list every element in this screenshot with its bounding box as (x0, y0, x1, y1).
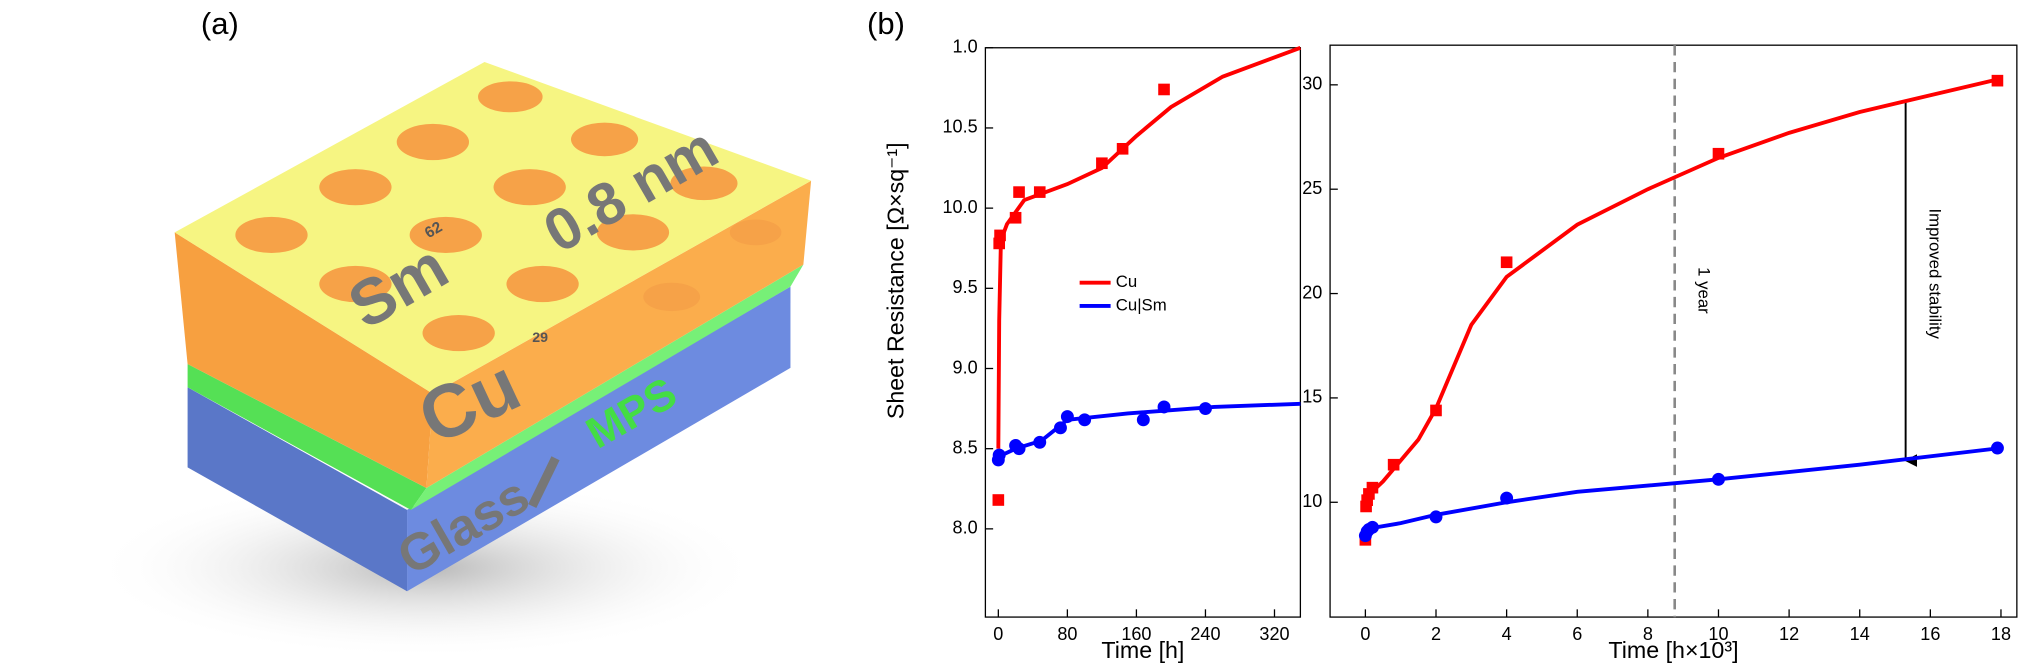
y-tick-label: 8.5 (953, 437, 978, 457)
y-tick-label: 8.0 (953, 518, 978, 538)
legend-label: Cu|Sm (1116, 295, 1167, 314)
y-tick-label: 10.0 (942, 197, 977, 217)
point (1012, 442, 1026, 456)
panel-label: (b) (867, 6, 905, 41)
x-tick-label: 4 (1502, 624, 1512, 644)
y-tick-label: 10 (1302, 491, 1322, 511)
illustration (90, 61, 812, 659)
point (1033, 435, 1047, 449)
annotation: 1 year (1695, 267, 1714, 314)
y-tick-label: 20 (1302, 282, 1322, 302)
point (992, 448, 1006, 462)
sm-top (174, 61, 812, 394)
x-tick-label: 18 (1991, 624, 2011, 644)
point (1366, 481, 1379, 494)
point (1387, 458, 1400, 471)
y-tick-label: 10.5 (942, 117, 977, 137)
point (994, 229, 1006, 242)
annotation: Improved stability (1926, 208, 1945, 339)
point (1158, 83, 1170, 96)
fit-line (996, 45, 1302, 449)
y-tick-label: 30 (1302, 74, 1322, 94)
point (1500, 256, 1513, 269)
x-tick-label: 320 (1259, 624, 1289, 644)
fit-line (1364, 76, 2002, 500)
fit-line (997, 401, 1301, 459)
point (1361, 494, 1373, 506)
point (1060, 410, 1074, 424)
y-tick-label: 1.0 (953, 37, 978, 57)
point (1360, 500, 1372, 513)
point (1136, 413, 1150, 427)
islands (235, 81, 782, 352)
y-tick-label: 25 (1302, 178, 1322, 198)
point (1157, 400, 1171, 414)
point (1363, 488, 1375, 500)
cu-right (426, 180, 812, 488)
mps-left (187, 364, 427, 510)
cu-z: 29 (532, 330, 548, 346)
point (1712, 472, 1725, 486)
glass-right (407, 286, 791, 592)
mps-right (410, 264, 804, 510)
y-axis-label: Sheet Resistance [Ω×sq⁻¹] (883, 142, 909, 419)
x-tick-label: 0 (993, 624, 1003, 644)
point (1429, 510, 1443, 524)
x-tick-label: 10 (1708, 624, 1728, 644)
point (1054, 421, 1067, 435)
point (1500, 491, 1514, 505)
point (1365, 520, 1379, 534)
point (1198, 402, 1212, 416)
x-tick-label: 80 (1057, 624, 1077, 644)
point (992, 494, 1005, 506)
x-tick-label: 160 (1121, 624, 1151, 644)
legend-label: Cu (1116, 272, 1137, 291)
point (1009, 211, 1022, 224)
cu-left (174, 232, 433, 488)
x-tick-label: 240 (1190, 624, 1220, 644)
x-tick-label: 0 (1360, 624, 1370, 644)
point (993, 237, 1006, 250)
x-tick-label: 6 (1572, 624, 1582, 644)
x-axis-label: Time [h×10³] (1608, 637, 1738, 663)
point (1096, 157, 1108, 170)
x-tick-label: 2 (1431, 624, 1441, 644)
point (1990, 441, 2004, 455)
glass-left (187, 387, 408, 592)
plot-frame (984, 47, 1302, 618)
panel-label: (a) (201, 6, 239, 41)
x-axis-label: Time [h] (1101, 637, 1184, 663)
point (1033, 186, 1046, 198)
point (1712, 147, 1725, 160)
sm-z: 62 (422, 219, 445, 242)
point (1078, 413, 1092, 427)
x-tick-label: 8 (1643, 624, 1653, 644)
x-tick-label: 14 (1850, 624, 1870, 644)
point (1116, 142, 1129, 155)
y-tick-label: 9.0 (953, 357, 978, 377)
point (1430, 404, 1442, 417)
x-tick-label: 12 (1779, 624, 1799, 644)
point (1013, 186, 1025, 198)
separator (528, 456, 560, 509)
point (1991, 74, 2004, 87)
fit-line (1364, 446, 2002, 536)
y-tick-label: 15 (1302, 387, 1322, 407)
y-tick-label: 9.5 (953, 277, 978, 297)
x-tick-label: 16 (1920, 624, 1940, 644)
